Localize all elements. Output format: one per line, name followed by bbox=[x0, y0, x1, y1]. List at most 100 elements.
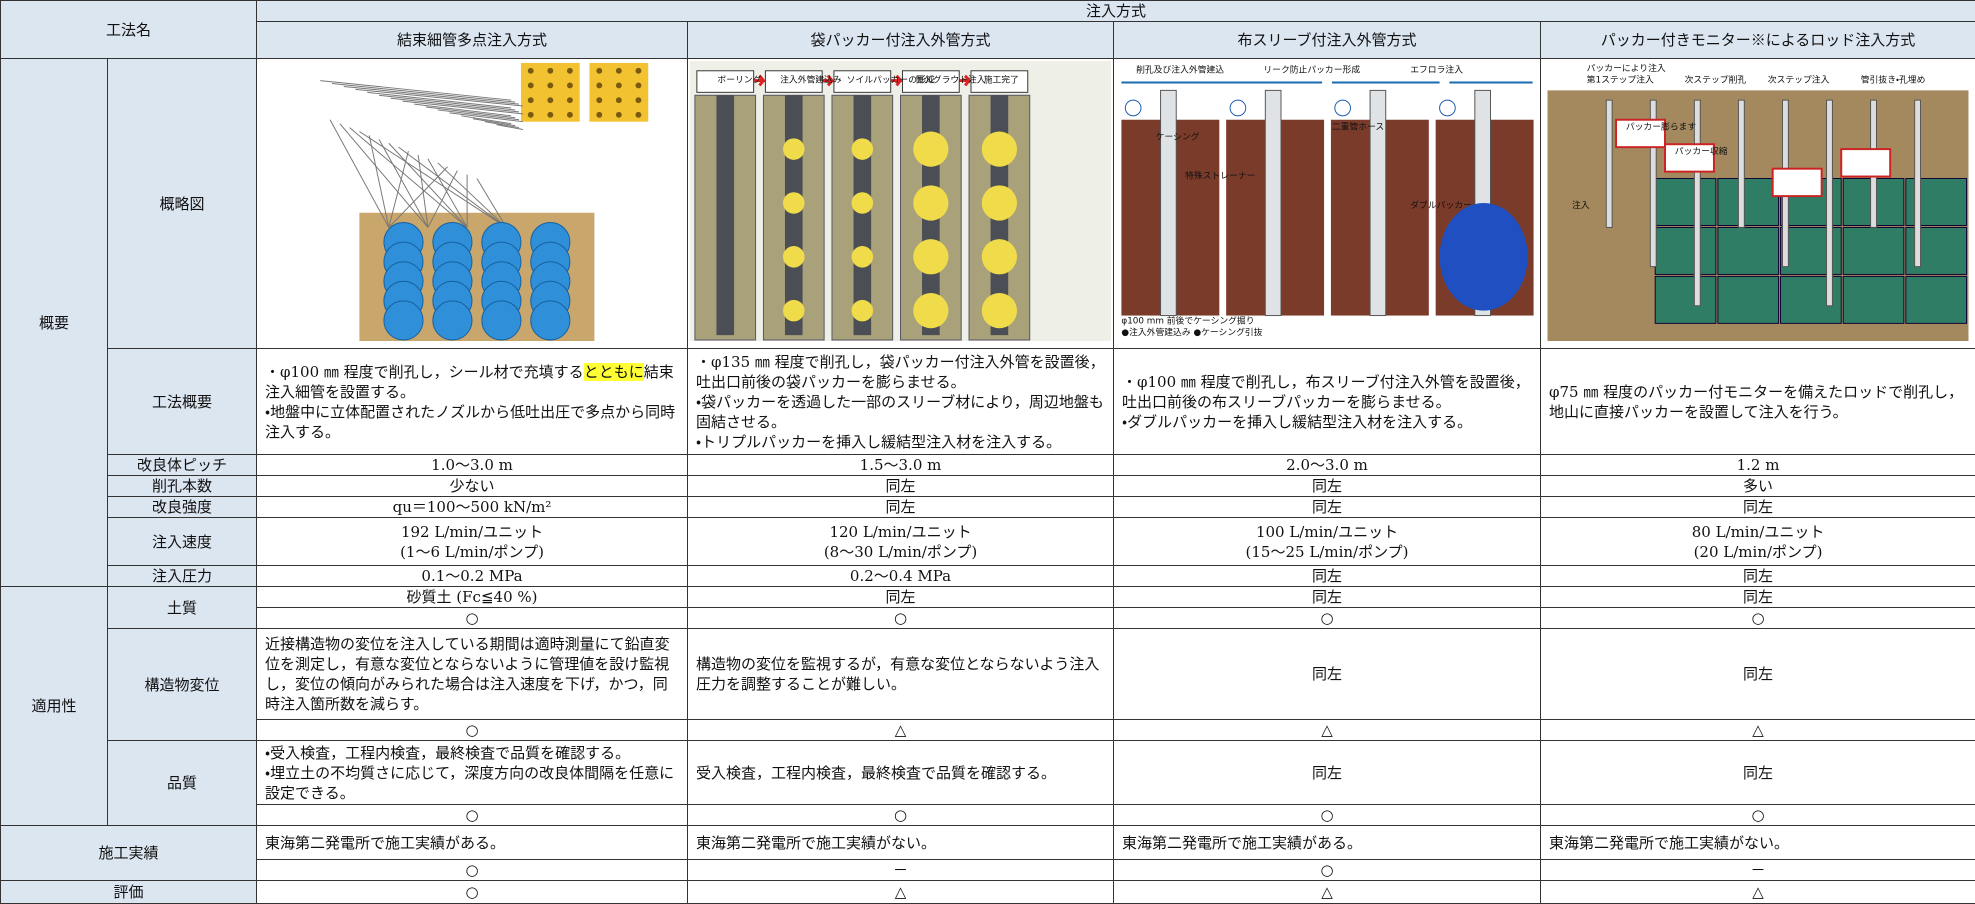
header-cell: 注入方式 bbox=[257, 1, 1975, 22]
diagram-label: 管引抜き・孔埋め bbox=[1861, 74, 1926, 86]
row-label: 構造物変位 bbox=[108, 629, 257, 741]
improved-body bbox=[433, 301, 472, 340]
paragraph: 100 L/min/ユニット bbox=[1122, 522, 1532, 542]
cell-text: 同左 bbox=[1541, 741, 1975, 805]
improved-block bbox=[1843, 227, 1904, 274]
evaluation-mark: △ bbox=[1114, 881, 1541, 904]
packer bbox=[982, 131, 1017, 166]
cell-text: 同左 bbox=[1541, 587, 1975, 608]
packer bbox=[852, 138, 874, 160]
diagram-label: 削孔及び注入外管建込 bbox=[1136, 64, 1224, 76]
cell-text: 同左 bbox=[1114, 629, 1541, 720]
cell-text: 1.0～3.0 m bbox=[257, 455, 688, 476]
paragraph: (15～25 L/min/ポンプ) bbox=[1122, 542, 1532, 562]
evaluation-mark: △ bbox=[1114, 720, 1541, 741]
cell-text: 同左 bbox=[1114, 497, 1541, 518]
improved-block bbox=[1718, 178, 1779, 225]
header-cell: 工法名 bbox=[1, 1, 257, 59]
evaluation-mark: ○ bbox=[688, 608, 1114, 629]
step-circle bbox=[1335, 100, 1351, 116]
cell-text: 同左 bbox=[688, 497, 1114, 518]
port bbox=[616, 112, 622, 118]
table-row: ○－○－ bbox=[1, 860, 1975, 881]
table-row: 品質・受入検査，工程内検査，最終検査で品質を確認する。・埋立土の不均質さに応じて… bbox=[1, 741, 1975, 805]
diagram-label: パッカーにより注入 bbox=[1587, 62, 1666, 74]
method-header: 布スリーブ付注入外管方式 bbox=[1114, 22, 1541, 59]
cell-text: 100 L/min/ユニット(15～25 L/min/ポンプ) bbox=[1114, 518, 1541, 566]
cell-text: 多い bbox=[1541, 476, 1975, 497]
port bbox=[547, 68, 553, 74]
section-label: 施工実績 bbox=[1, 826, 257, 881]
cell-text: 同左 bbox=[1541, 629, 1975, 720]
step-circle bbox=[1230, 100, 1246, 116]
cell-text: 1.5～3.0 m bbox=[688, 455, 1114, 476]
paragraph: 東海第二発電所で施工実績がある。 bbox=[1122, 833, 1532, 853]
cell-text: φ75 ㎜ 程度のパッカー付モニターを備えたロッドで削孔し，地山に直接パッカーを… bbox=[1541, 349, 1975, 455]
rod bbox=[1738, 100, 1744, 227]
method-header: 袋パッカー付注入外管方式 bbox=[688, 22, 1114, 59]
packer bbox=[783, 138, 805, 160]
cell-text: ・φ100 ㎜ 程度で削孔し，布スリーブ付注入外管を設置後，吐出口前後の布スリー… bbox=[1114, 349, 1541, 455]
cell-text: 同左 bbox=[1114, 476, 1541, 497]
highlighted-text: とともに bbox=[584, 363, 644, 381]
row-label: 概略図 bbox=[108, 59, 257, 349]
port bbox=[636, 68, 642, 74]
packer bbox=[913, 131, 948, 166]
cell-text: 同左 bbox=[1114, 566, 1541, 587]
port bbox=[616, 68, 622, 74]
cell-text: 同左 bbox=[688, 476, 1114, 497]
diagram-label: ●注入外管建込み ●ケーシング引抜 bbox=[1121, 326, 1262, 338]
port bbox=[596, 83, 602, 89]
port bbox=[567, 112, 573, 118]
diagram-label: パッカー収縮 bbox=[1675, 145, 1728, 157]
pipe bbox=[854, 95, 872, 335]
improved-block bbox=[1655, 227, 1716, 274]
pipe bbox=[785, 95, 803, 335]
diagram-cell: ボーリング注入外管建込みソイルパッカーの形成恒久グラウト注入施工完了 bbox=[688, 59, 1114, 349]
improved-block bbox=[1655, 276, 1716, 323]
tube bbox=[428, 110, 519, 227]
evaluation-mark: ○ bbox=[1114, 805, 1541, 826]
evaluation-mark: △ bbox=[1541, 881, 1975, 904]
improved-block bbox=[1655, 178, 1716, 225]
evaluation-mark: ○ bbox=[688, 805, 1114, 826]
paragraph: 受入検査，工程内検査，最終検査で品質を確認する。 bbox=[696, 763, 1105, 783]
cell-text: 192 L/min/ユニット(1～6 L/min/ポンプ) bbox=[257, 518, 688, 566]
packer bbox=[783, 300, 805, 322]
port bbox=[636, 83, 642, 89]
improved-body bbox=[384, 301, 423, 340]
cell-text: 東海第二発電所で施工実績がある。 bbox=[1114, 826, 1541, 860]
table-row: ○△△△ bbox=[1, 720, 1975, 741]
cell-text: 同左 bbox=[688, 587, 1114, 608]
row-label: 削孔本数 bbox=[108, 476, 257, 497]
cell-text: 同左 bbox=[1114, 587, 1541, 608]
diagram-label: 次ステップ削孔 bbox=[1685, 74, 1747, 86]
text: ・φ100 ㎜ 程度で削孔し，シール材で充填する bbox=[265, 363, 584, 381]
cell-text: 120 L/min/ユニット(8～30 L/min/ポンプ) bbox=[688, 518, 1114, 566]
table-row: 評価○△△△ bbox=[1, 881, 1975, 904]
cell-text: ・φ100 ㎜ 程度で削孔し，シール材で充填するとともに結束注入細管を設置する。… bbox=[257, 349, 688, 455]
packer bbox=[913, 239, 948, 274]
cell-text: 同左 bbox=[1114, 741, 1541, 805]
diagram-label: 恒久グラウト注入 bbox=[915, 74, 986, 86]
port bbox=[596, 68, 602, 74]
cell-text: 0.1～0.2 MPa bbox=[257, 566, 688, 587]
packer bbox=[852, 192, 874, 214]
tube bbox=[367, 92, 511, 227]
section-label: 評価 bbox=[1, 881, 257, 904]
diagram-cell: 削孔及び注入外管建込リーク防止パッカー形成エフロラ注入ケーシング特殊ストレーナー… bbox=[1114, 59, 1541, 349]
cell-text: 東海第二発電所で施工実績がない。 bbox=[688, 826, 1114, 860]
table-row: 施工実績東海第二発電所で施工実績がある。東海第二発電所で施工実績がない。東海第二… bbox=[1, 826, 1975, 860]
evaluation-mark: △ bbox=[688, 720, 1114, 741]
port bbox=[567, 97, 573, 103]
evaluation-mark: ○ bbox=[1114, 860, 1541, 881]
evaluation-mark: ○ bbox=[1114, 608, 1541, 629]
paragraph: (1～6 L/min/ポンプ) bbox=[265, 542, 679, 562]
table-row: ○○○○ bbox=[1, 805, 1975, 826]
port bbox=[547, 83, 553, 89]
cell-text: 少ない bbox=[257, 476, 688, 497]
evaluation-mark: ○ bbox=[257, 720, 688, 741]
